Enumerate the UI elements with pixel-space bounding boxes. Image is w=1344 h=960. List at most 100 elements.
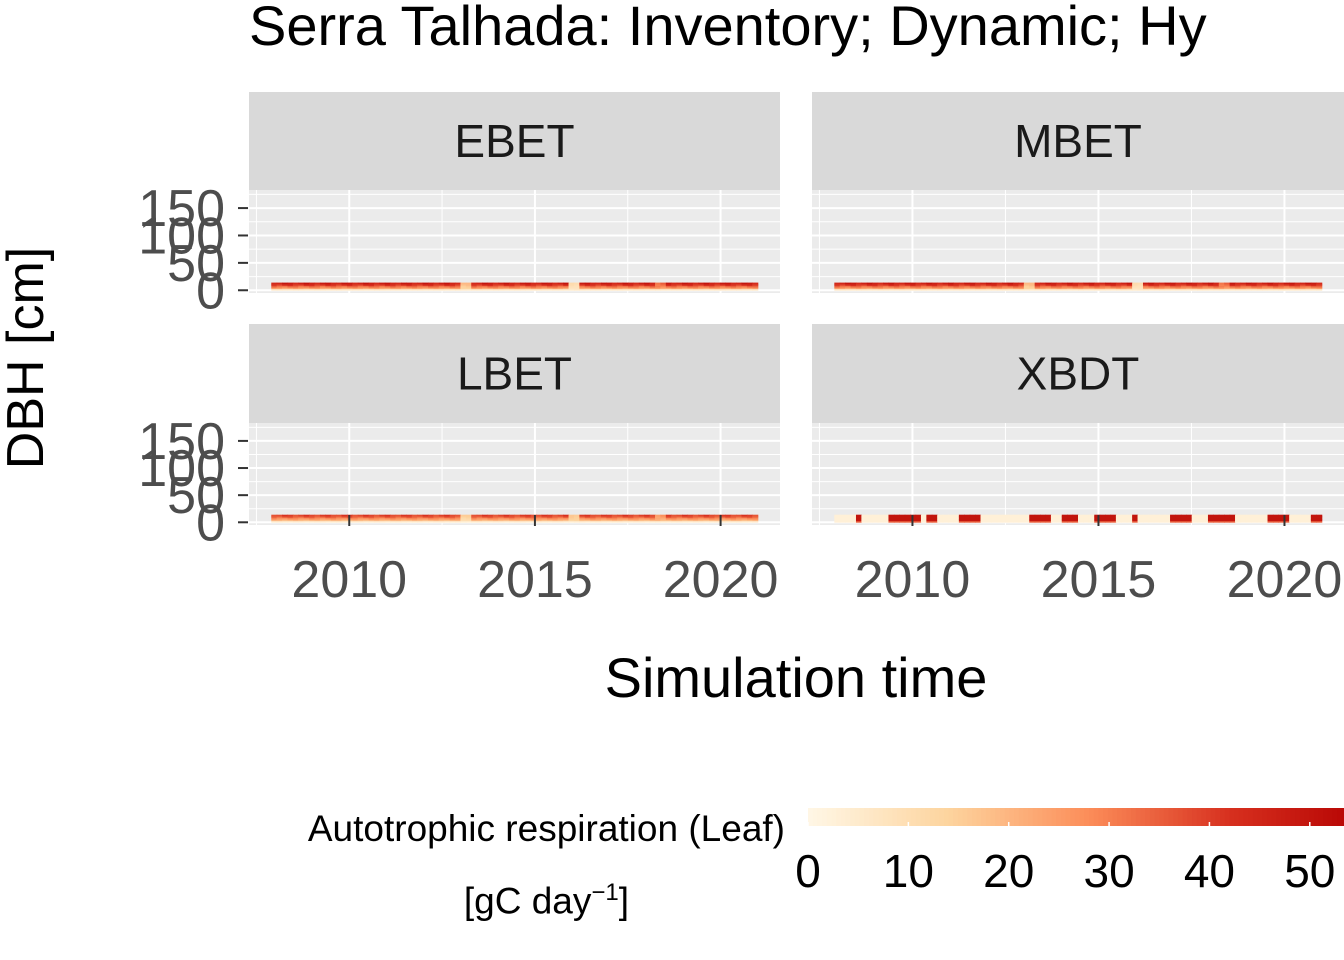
heat-cell	[282, 287, 289, 290]
legend-color-step	[1126, 808, 1132, 826]
heat-cell	[877, 284, 884, 287]
heat-cell	[406, 287, 413, 290]
heat-cell	[866, 287, 873, 290]
heat-cell	[910, 285, 917, 288]
heat-cell	[1018, 514, 1025, 517]
heat-cell	[1061, 284, 1068, 287]
heat-cell	[1061, 516, 1068, 519]
heat-cell	[888, 285, 895, 288]
legend-color-step	[1074, 808, 1081, 826]
legend-color-step	[1018, 808, 1025, 826]
heat-cell	[1240, 517, 1247, 520]
heat-cell	[638, 519, 645, 522]
heat-cell	[1137, 514, 1144, 517]
facet-panel-mbet: MBET	[812, 92, 1344, 293]
heat-cell	[1078, 514, 1085, 517]
heat-cell	[503, 282, 510, 285]
heat-cell	[282, 516, 289, 519]
heat-cell	[1191, 520, 1198, 523]
heat-cell	[931, 519, 938, 522]
heat-cell	[363, 288, 370, 291]
heat-cell	[741, 519, 748, 522]
heat-cell	[1180, 282, 1187, 285]
heat-cell	[931, 284, 938, 287]
heat-cell	[752, 516, 759, 519]
heat-cell	[1278, 516, 1285, 519]
heat-cell	[877, 287, 884, 290]
heat-cell	[855, 516, 862, 519]
heat-cell	[1159, 517, 1166, 520]
heat-cell	[611, 517, 618, 520]
heat-cell	[736, 514, 743, 517]
heat-cell	[368, 520, 375, 523]
heat-cell	[1142, 517, 1149, 520]
legend-color-step	[822, 808, 828, 826]
heat-cell	[1224, 514, 1231, 517]
heat-cell	[330, 517, 337, 520]
heat-cell	[336, 284, 343, 287]
heat-cell	[671, 284, 678, 287]
heat-cell	[287, 288, 294, 291]
heat-cell	[638, 282, 645, 285]
heat-cell	[1240, 284, 1247, 287]
heat-cell	[1197, 516, 1204, 519]
heat-cell	[1294, 519, 1301, 522]
heat-cell	[676, 284, 683, 287]
heat-cell	[444, 287, 451, 290]
heat-cell	[1272, 284, 1279, 287]
heat-cell	[942, 288, 949, 291]
legend-color-step	[1173, 808, 1179, 826]
heat-cell	[730, 516, 737, 519]
heat-cell	[395, 287, 402, 290]
heat-cell	[1002, 520, 1009, 523]
heat-cell	[958, 284, 965, 287]
heat-cell	[536, 514, 543, 517]
heat-cell	[363, 517, 370, 520]
heat-cell	[395, 285, 402, 288]
heat-cell	[1164, 288, 1171, 291]
heat-cell	[964, 285, 971, 288]
heat-cell	[552, 514, 559, 517]
heat-cell	[1170, 517, 1177, 520]
heat-cell	[509, 285, 516, 288]
heat-cell	[899, 519, 906, 522]
heat-cell	[915, 519, 922, 522]
heat-cell	[563, 282, 570, 285]
heat-cell	[850, 288, 857, 291]
heat-cell	[1207, 282, 1214, 285]
heat-cell	[1142, 519, 1149, 522]
heat-cell	[1186, 516, 1193, 519]
heat-cell	[519, 288, 526, 291]
heat-cell	[866, 517, 873, 520]
heat-cell	[741, 288, 748, 291]
heat-cell	[384, 287, 391, 290]
heat-cell	[590, 288, 597, 291]
heat-cell	[1132, 517, 1139, 520]
heat-cell	[1278, 520, 1285, 523]
legend-color-step	[1285, 808, 1291, 826]
heat-cell	[1137, 285, 1144, 288]
heat-cell	[1267, 285, 1274, 288]
heat-cell	[379, 288, 386, 291]
heat-cell	[1018, 516, 1025, 519]
heat-cell	[1115, 514, 1122, 517]
heat-cell	[861, 282, 868, 285]
heat-cell	[628, 519, 635, 522]
heat-cell	[1283, 288, 1290, 291]
heat-cell	[1142, 287, 1149, 290]
heat-cell	[379, 285, 386, 288]
heat-cell	[1186, 517, 1193, 520]
heat-cell	[617, 520, 624, 523]
heat-cell	[633, 288, 640, 291]
heat-cell	[584, 287, 591, 290]
heat-cell	[1018, 287, 1025, 290]
heat-cell	[1029, 288, 1036, 291]
heat-cell	[568, 284, 575, 287]
heat-cell	[985, 520, 992, 523]
heat-cell	[1050, 519, 1057, 522]
heat-cell	[888, 520, 895, 523]
heat-cell	[1197, 514, 1204, 517]
heat-cell	[363, 285, 370, 288]
heat-cell	[964, 520, 971, 523]
